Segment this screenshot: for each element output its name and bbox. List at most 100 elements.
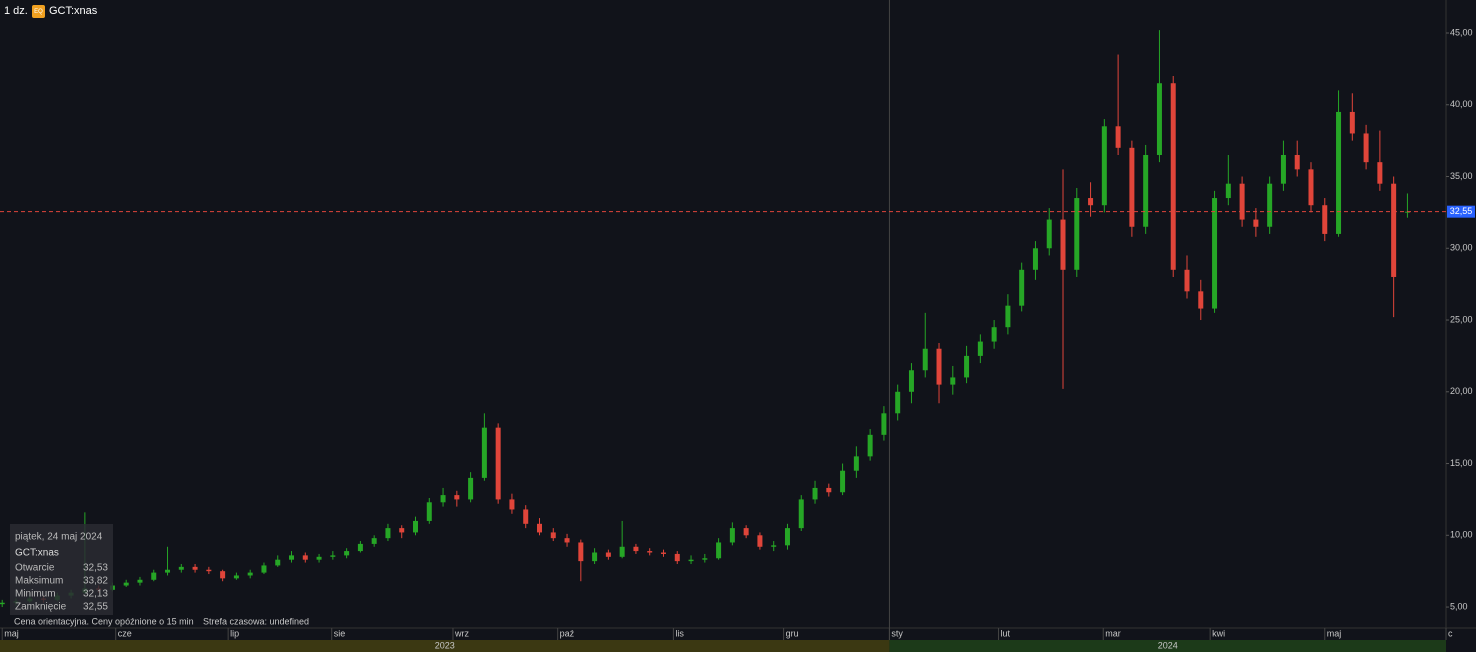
- candle-body: [674, 553, 680, 562]
- y-tick-label: 5,00: [1450, 601, 1468, 611]
- x-tick-label: lip: [230, 628, 239, 638]
- candle-body: [743, 528, 749, 536]
- candle-body: [1170, 83, 1176, 270]
- x-tick-label: gru: [786, 628, 799, 638]
- candle-body: [523, 509, 529, 524]
- candle-body: [247, 572, 253, 576]
- tooltip-symbol: GCT:xnas: [15, 548, 59, 559]
- y-tick-label: 20,00: [1450, 386, 1473, 396]
- badge: EQ: [34, 9, 43, 15]
- candle-body: [950, 377, 956, 385]
- candle-body: [716, 542, 722, 559]
- last-price-box: [1447, 205, 1475, 218]
- candle-body: [798, 499, 804, 529]
- candle-body: [757, 535, 763, 547]
- candle-body: [1391, 183, 1397, 277]
- candle-body: [1253, 219, 1259, 227]
- candle-body: [1377, 162, 1383, 184]
- candle-body: [550, 532, 556, 539]
- candle-body: [991, 327, 997, 342]
- x-tick-label: kwi: [1212, 628, 1225, 638]
- candle-body: [881, 413, 887, 435]
- candle-body: [633, 546, 639, 552]
- tooltip-label: Maksimum: [15, 576, 63, 587]
- candle-body: [371, 538, 377, 544]
- candle-body: [592, 552, 598, 562]
- candle-body: [908, 370, 914, 392]
- candle-body: [964, 355, 970, 378]
- y-tick-label: 35,00: [1450, 171, 1473, 181]
- candle-body: [454, 495, 460, 500]
- candle-body: [1212, 198, 1218, 309]
- tooltip-value: 33,82: [83, 576, 108, 587]
- candle-body: [853, 456, 859, 471]
- candle-body: [619, 546, 625, 557]
- candle-body: [660, 552, 666, 554]
- candle-body: [895, 391, 901, 414]
- candle-body: [206, 569, 212, 572]
- y-tick-label: 30,00: [1450, 243, 1473, 253]
- x-tick-label: wrz: [454, 628, 469, 638]
- candle-body: [578, 542, 584, 562]
- candle-body: [867, 434, 873, 457]
- y-tick-label: 10,00: [1450, 530, 1473, 540]
- candle-body: [330, 555, 336, 557]
- candle-body: [1060, 219, 1066, 270]
- y-tick-label: 45,00: [1450, 27, 1473, 37]
- candle-body: [1198, 291, 1204, 309]
- candle-body: [1336, 111, 1342, 234]
- footer-note: Cena orientacyjna. Ceny opóźnione o 15 m…: [14, 616, 194, 626]
- y-tick-label: 15,00: [1450, 458, 1473, 468]
- candle-body: [1046, 219, 1052, 249]
- candle-body: [1349, 111, 1355, 134]
- candle-body: [261, 565, 267, 573]
- candle-body: [536, 523, 542, 533]
- year-label: 2024: [1158, 640, 1178, 650]
- year-label: 2023: [435, 640, 455, 650]
- candle-body: [1115, 126, 1121, 148]
- candle-body: [178, 566, 184, 570]
- candle-body: [702, 558, 708, 560]
- candle-body: [399, 528, 405, 533]
- x-tick-label: cze: [118, 628, 132, 638]
- x-tick-label: paź: [560, 628, 575, 638]
- candle-body: [1184, 269, 1190, 292]
- candle-body: [275, 559, 281, 566]
- y-tick-label: 25,00: [1450, 314, 1473, 324]
- interval: 1 dz.: [4, 5, 28, 17]
- candle-body: [771, 545, 777, 547]
- candle-body: [1005, 305, 1011, 328]
- candle-body: [840, 470, 846, 493]
- x-tick-label: lut: [1001, 628, 1011, 638]
- badge-bg: [32, 5, 45, 18]
- candle-body: [1143, 154, 1149, 227]
- x-tick-label: maj: [4, 628, 19, 638]
- candle-body: [426, 502, 432, 521]
- candle-body: [812, 487, 818, 500]
- candle-body: [784, 528, 790, 546]
- candle-body: [605, 552, 611, 557]
- candle-body: [0, 602, 5, 605]
- candle-body: [1322, 205, 1328, 234]
- x-tick-label: mar: [1105, 628, 1121, 638]
- candle-body: [1363, 133, 1369, 163]
- candle-body: [1280, 154, 1286, 184]
- x-tick-label: maj: [1327, 628, 1342, 638]
- candle-body: [192, 566, 198, 570]
- y-tick-label: 40,00: [1450, 99, 1473, 109]
- candle-body: [1225, 183, 1231, 199]
- candle-body: [1239, 183, 1245, 220]
- candle-body: [1294, 154, 1300, 170]
- candle-body: [165, 569, 171, 573]
- candle-body: [151, 572, 157, 580]
- x-tick-label: c: [1448, 628, 1453, 638]
- x-tick-label: sie: [334, 628, 346, 638]
- candle-body: [647, 551, 653, 553]
- candle-body: [137, 579, 143, 583]
- candle-body: [1088, 198, 1094, 206]
- candle-body: [1129, 147, 1135, 227]
- candle-body: [385, 528, 391, 539]
- candle-body: [233, 575, 239, 579]
- tooltip-value: 32,13: [83, 589, 108, 600]
